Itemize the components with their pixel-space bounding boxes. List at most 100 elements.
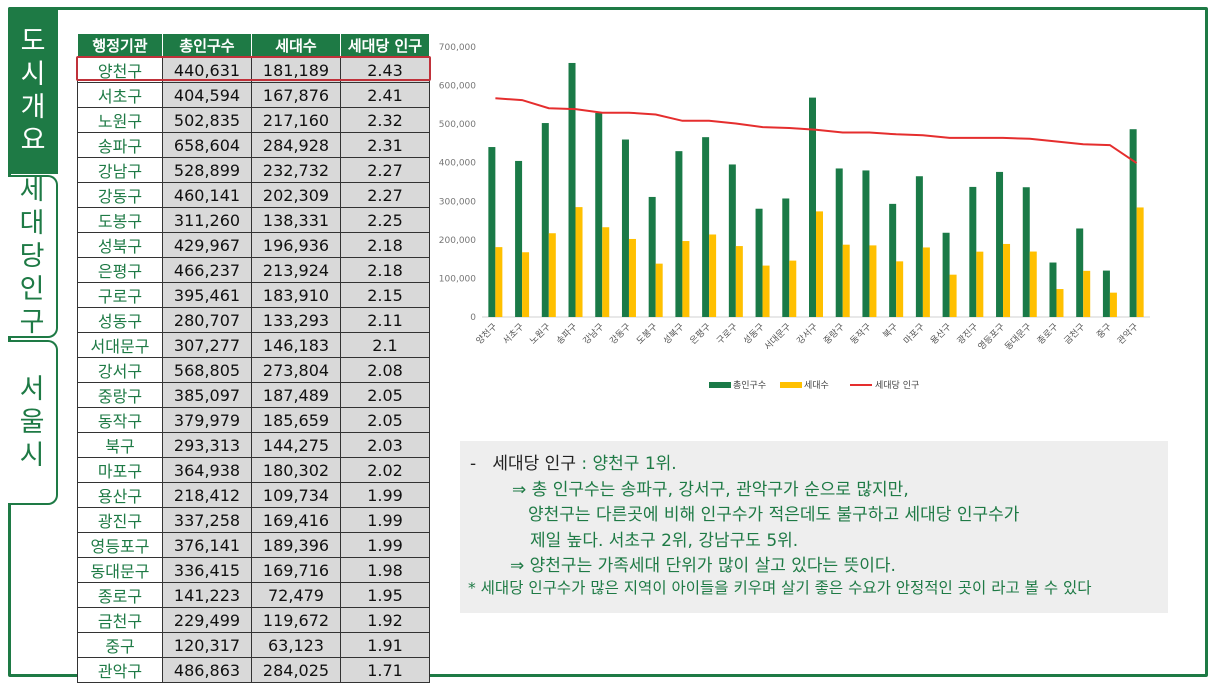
x-tick-label: 서초구 xyxy=(501,321,526,346)
bar-total-population xyxy=(675,151,683,317)
cell-total-population: 364,938 xyxy=(162,457,252,483)
table-row: 영등포구 376,141 189,396 1.99 xyxy=(77,532,430,558)
x-tick-label: 양천구 xyxy=(474,321,499,346)
bar-households xyxy=(682,241,690,317)
cell-district: 노원구 xyxy=(77,107,163,133)
cell-district: 영등포구 xyxy=(77,532,163,558)
note-heading-tail: : 양천구 1위. xyxy=(575,454,677,474)
cell-households: 63,123 xyxy=(251,632,341,658)
cell-total-population: 568,805 xyxy=(162,357,252,383)
cell-per-household: 1.91 xyxy=(340,632,430,658)
legend-label-per-household: 세대당 인구 xyxy=(875,380,919,391)
bar-total-population xyxy=(1049,262,1057,317)
bar-households xyxy=(709,234,717,317)
tab-char: 시 xyxy=(20,58,46,90)
cell-per-household: 1.99 xyxy=(340,507,430,533)
bar-households xyxy=(575,207,583,317)
bar-households xyxy=(949,274,957,317)
note-dash: - xyxy=(470,454,477,474)
x-tick-label: 성동구 xyxy=(741,321,766,346)
cell-district: 송파구 xyxy=(77,132,163,158)
note-heading: 세대당 인구 xyxy=(492,454,576,474)
table-row: 송파구 658,604 284,928 2.31 xyxy=(77,132,430,158)
cell-households: 181,189 xyxy=(251,57,341,83)
cell-total-population: 486,863 xyxy=(162,657,252,683)
x-tick-label: 금천구 xyxy=(1062,321,1087,346)
cell-district: 중구 xyxy=(77,632,163,658)
x-tick-label: 용산구 xyxy=(928,321,953,346)
bar-total-population xyxy=(915,176,923,317)
cell-total-population: 404,594 xyxy=(162,82,252,108)
combo-chart: 0 100,000 200,000 300,000 400,000 500,000 600,… xyxy=(439,43,1150,391)
cell-households: 232,732 xyxy=(251,157,341,183)
table-row: 관악구 486,863 284,025 1.71 xyxy=(77,657,430,683)
x-tick-label: 관악구 xyxy=(1115,321,1141,347)
cell-households: 169,416 xyxy=(251,507,341,533)
cell-total-population: 502,835 xyxy=(162,107,252,133)
cell-households: 167,876 xyxy=(251,82,341,108)
tab-char: 개 xyxy=(20,91,46,123)
cell-total-population: 293,313 xyxy=(162,432,252,458)
cell-total-population: 336,415 xyxy=(162,557,252,583)
bar-total-population xyxy=(648,196,656,317)
cell-per-household: 1.99 xyxy=(340,532,430,558)
table-row: 도봉구 311,260 138,331 2.25 xyxy=(77,207,430,233)
table-row: 성북구 429,967 196,936 2.18 xyxy=(77,232,430,258)
tab-char: 울 xyxy=(19,407,45,438)
bar-total-population xyxy=(728,164,736,317)
cell-total-population: 429,967 xyxy=(162,232,252,258)
bar-households xyxy=(1136,207,1144,317)
cell-per-household: 2.27 xyxy=(340,157,430,183)
legend-label-households: 세대수 xyxy=(804,380,829,391)
cell-district: 성북구 xyxy=(77,232,163,258)
table-row: 강남구 528,899 232,732 2.27 xyxy=(77,157,430,183)
cell-households: 144,275 xyxy=(251,432,341,458)
cell-households: 72,479 xyxy=(251,582,341,608)
bar-total-population xyxy=(568,62,576,318)
cell-per-household: 1.98 xyxy=(340,557,430,583)
line-per-household xyxy=(495,97,1138,164)
table-row: 성동구 280,707 133,293 2.11 xyxy=(77,307,430,333)
bar-households xyxy=(655,263,663,317)
x-tick-label: 도봉구 xyxy=(634,321,659,346)
x-tick-label: 영등포구 xyxy=(976,321,1007,352)
cell-total-population: 141,223 xyxy=(162,582,252,608)
bar-total-population xyxy=(1022,187,1030,317)
cell-district: 강동구 xyxy=(77,182,163,208)
legend-swatch-total-population xyxy=(709,382,731,388)
cell-households: 146,183 xyxy=(251,332,341,358)
cell-households: 133,293 xyxy=(251,307,341,333)
bar-households xyxy=(762,265,770,317)
y-left-tick-label: 600,000 xyxy=(439,82,476,92)
table-row: 서대문구 307,277 146,183 2.1 xyxy=(77,332,430,358)
bar-households xyxy=(896,261,904,317)
header-per-household: 세대당 인구 xyxy=(340,33,430,58)
bar-total-population xyxy=(595,112,603,318)
table-row: 서초구 404,594 167,876 2.41 xyxy=(77,82,430,108)
bar-total-population xyxy=(835,168,843,317)
cell-total-population: 311,260 xyxy=(162,207,252,233)
bar-total-population xyxy=(809,97,816,317)
bar-households xyxy=(602,227,610,317)
x-tick-label: 성북구 xyxy=(661,321,686,346)
cell-total-population: 218,412 xyxy=(162,482,252,508)
tab-char: 구 xyxy=(19,307,45,338)
table-row: 구로구 395,461 183,910 2.15 xyxy=(77,282,430,308)
x-tick-label: 서대문구 xyxy=(762,321,793,352)
bar-households xyxy=(1056,289,1064,317)
cell-district: 마포구 xyxy=(77,457,163,483)
cell-total-population: 658,604 xyxy=(162,132,252,158)
cell-total-population: 120,317 xyxy=(162,632,252,658)
y-left-tick-label: 700,000 xyxy=(439,43,476,53)
table-row: 노원구 502,835 217,160 2.32 xyxy=(77,107,430,133)
cell-per-household: 1.92 xyxy=(340,607,430,633)
x-tick-label: 동대문구 xyxy=(1003,321,1034,352)
cell-per-household: 2.43 xyxy=(340,57,430,83)
bar-households xyxy=(1003,243,1011,317)
table-row: 은평구 466,237 213,924 2.18 xyxy=(77,257,430,283)
cell-district: 서초구 xyxy=(77,82,163,108)
bar-households xyxy=(816,211,823,317)
